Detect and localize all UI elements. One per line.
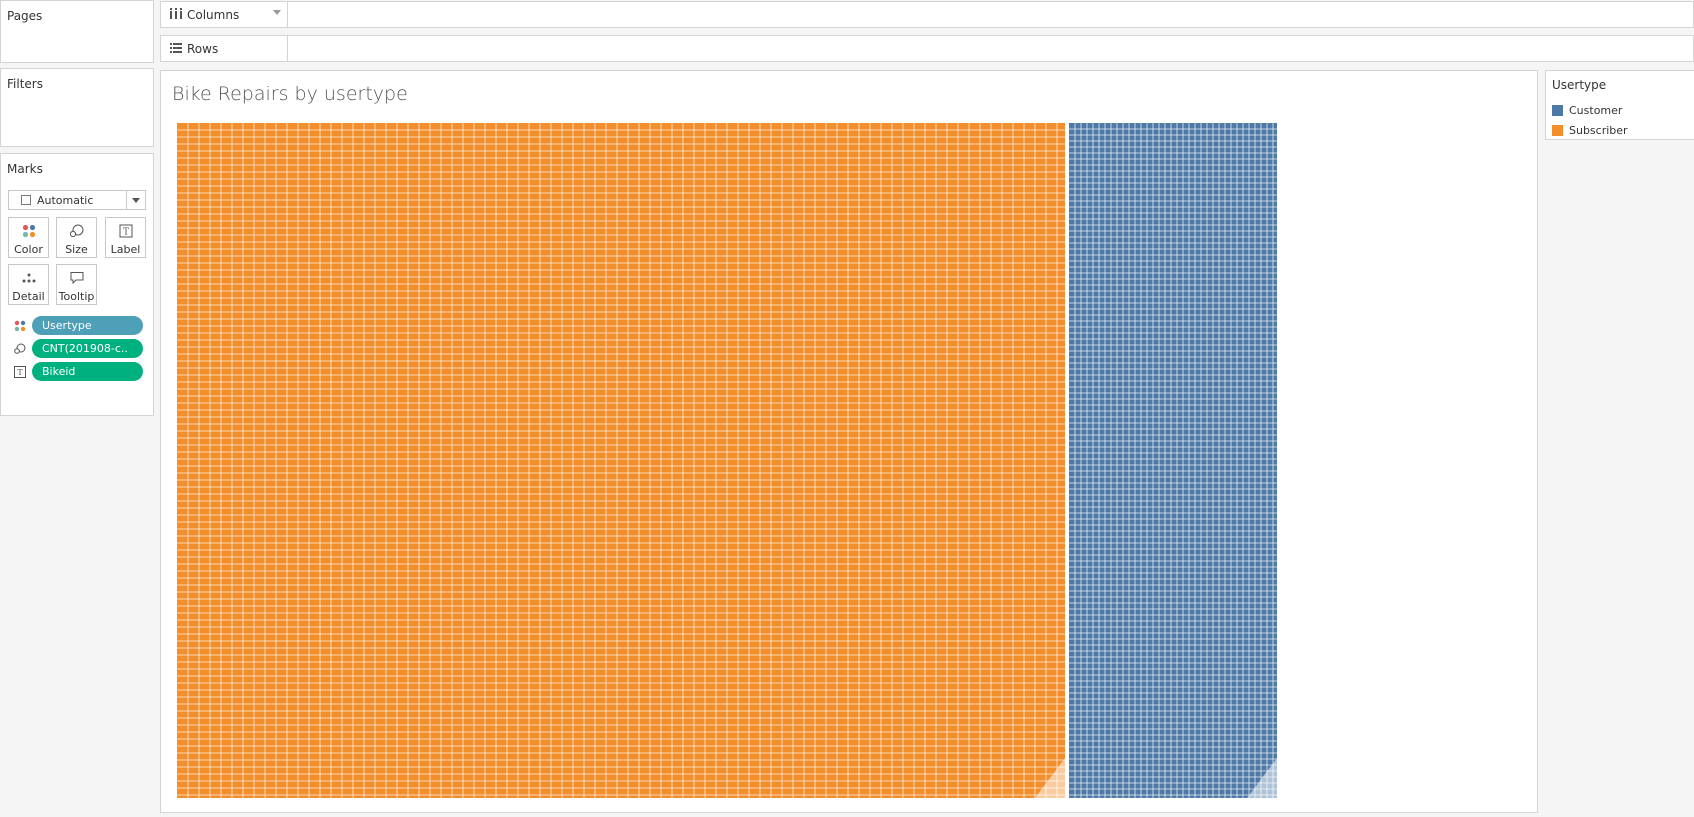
bikeid-pill[interactable]: Bikeid [32,362,143,381]
detail-button[interactable]: Detail [8,264,49,305]
treemap-block-customer[interactable] [1069,123,1277,798]
tooltip-button[interactable]: Tooltip [56,264,97,305]
color-button-label: Color [14,243,43,256]
size-icon [13,342,27,356]
pages-card[interactable]: Pages [0,0,154,63]
usertype-legend: Usertype Customer Subscriber [1545,70,1694,140]
columns-icon [165,7,187,22]
viz-title: Bike Repairs by usertype [172,83,408,105]
tooltip-button-label: Tooltip [58,290,95,303]
viz-area: Bike Repairs by usertype [160,70,1538,813]
treemap-block-subscriber[interactable] [177,123,1065,798]
legend-item-customer[interactable]: Customer [1552,102,1622,118]
pages-title: Pages [7,9,43,23]
size-button-label: Size [65,243,88,256]
mark-type-dropdown[interactable]: Automatic [8,190,146,210]
usertype-pill[interactable]: Usertype [32,316,143,335]
color-icon [9,224,48,238]
legend-title: Usertype [1552,78,1607,92]
size-button[interactable]: Size [56,217,97,258]
filters-title: Filters [7,77,43,91]
label-button[interactable]: T Label [105,217,146,258]
size-icon [57,224,96,238]
label-icon: T [106,224,145,238]
treemap-group-customer[interactable] [1069,123,1277,798]
svg-text:T: T [122,228,128,238]
detail-button-label: Detail [12,290,45,303]
mark-type-label: Automatic [37,194,94,207]
treemap-group-subscriber[interactable] [177,123,1065,798]
rows-icon [165,42,187,56]
columns-shelf[interactable]: Columns [160,1,1694,28]
svg-text:T: T [17,368,23,377]
legend-label-subscriber: Subscriber [1569,123,1628,137]
columns-shelf-label: Columns [161,2,288,27]
chevron-down-icon [132,198,140,203]
color-icon [13,319,27,333]
tooltip-icon [57,271,96,285]
detail-icon [9,271,48,285]
marks-title: Marks [7,162,43,176]
label-icon: T [13,365,27,379]
cnt-pill[interactable]: CNT(201908-c.. [32,339,143,358]
label-button-label: Label [110,243,141,256]
marks-card: Marks Automatic Color Size T Label Detai… [0,153,154,416]
legend-swatch-subscriber [1552,124,1563,136]
filters-card[interactable]: Filters [0,68,154,147]
rows-label: Rows [187,41,219,56]
dropdown-divider [126,191,127,209]
legend-label-customer: Customer [1569,103,1623,117]
rows-shelf-label: Rows [161,36,288,61]
columns-label: Columns [187,7,240,22]
square-mark-icon [21,195,31,205]
treemap-chart[interactable] [177,123,1277,798]
legend-swatch-customer [1552,104,1563,116]
chevron-down-icon[interactable] [273,10,281,15]
rows-shelf[interactable]: Rows [160,35,1694,62]
legend-item-subscriber[interactable]: Subscriber [1552,122,1628,138]
color-button[interactable]: Color [8,217,49,258]
